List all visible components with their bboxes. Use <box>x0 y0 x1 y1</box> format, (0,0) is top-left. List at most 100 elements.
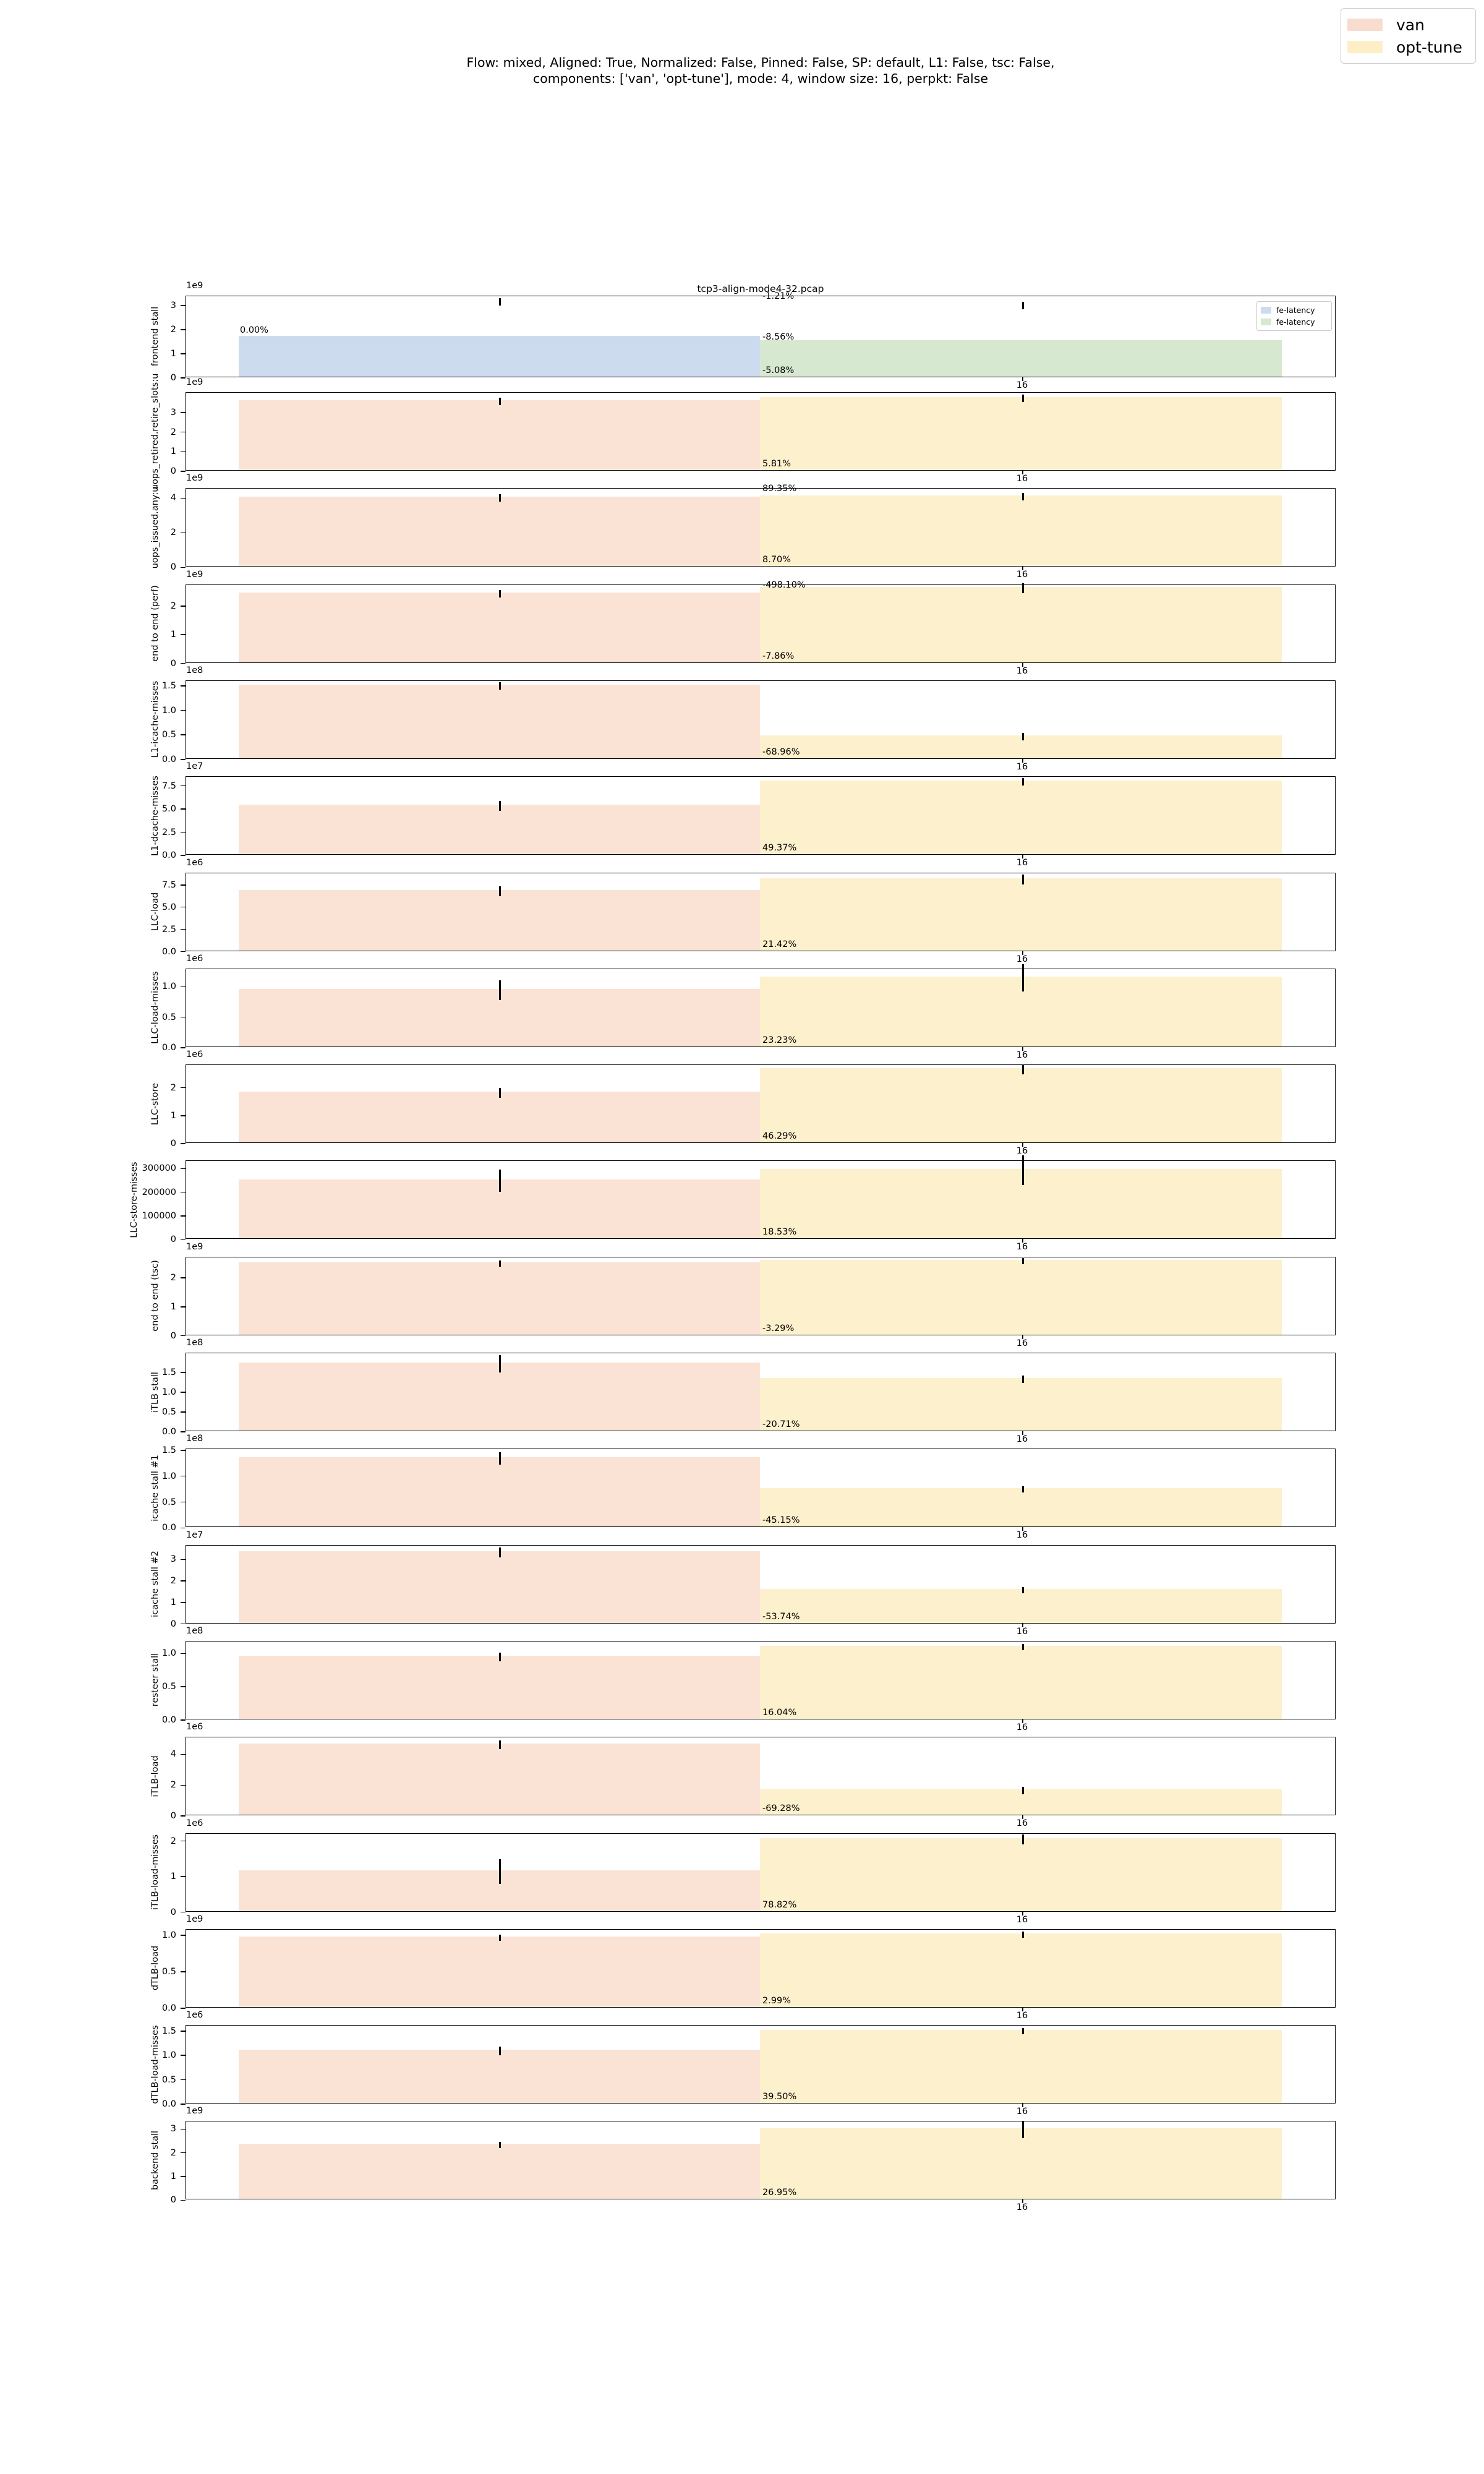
pct-annotation-bottom: -53.74% <box>762 1611 800 1622</box>
y-tick-mark <box>181 1623 186 1625</box>
y-tick-label: 1.0 <box>161 1930 176 1941</box>
y-tick-label: 1 <box>170 2172 176 2182</box>
y-tick-mark <box>181 986 186 988</box>
x-tick-mark <box>1022 1334 1023 1339</box>
axis-offset-label: 1e8 <box>186 665 203 675</box>
y-tick-mark <box>181 305 186 306</box>
opt-tune-error-bar <box>1022 2027 1024 2034</box>
y-tick-mark <box>181 884 186 886</box>
subplot-dTLB-load: 0.0 0.5 1.0 1e9 dTLB-load 2.99% 16 <box>150 1914 1336 2021</box>
y-tick-label: 1 <box>170 1110 176 1121</box>
y-tick-mark <box>181 1971 186 1972</box>
figure-suptitle: Flow: mixed, Aligned: True, Normalized: … <box>186 54 1336 87</box>
fe-latency-label: fe-latency <box>1276 306 1315 315</box>
y-axis-label: uops_retired.retire_slots:u <box>150 373 160 490</box>
y-tick-mark <box>181 709 186 711</box>
y-tick-label: 4 <box>170 1749 176 1760</box>
van-error-bar <box>499 1170 501 1192</box>
y-axis-label: LLC-load <box>150 892 160 931</box>
pct-annotation-top: -498.10% <box>762 580 806 590</box>
opt-tune-bar <box>760 396 1282 470</box>
pct-annotation-bottom: 21.42% <box>762 939 797 949</box>
subplot-icache stall #2: 0 1 2 3 1e7 icache stall #2 -53.74% 16 <box>150 1530 1336 1637</box>
x-tick-label: 16 <box>1016 380 1028 390</box>
opt-tune-bar <box>760 2029 1282 2104</box>
y-tick-label: 0.5 <box>161 1967 176 1977</box>
y-tick-label: 1.0 <box>161 1648 176 1659</box>
y-tick-label: 0.0 <box>161 1714 176 1725</box>
y-axis-label: icache stall #2 <box>150 1551 160 1617</box>
y-tick-label: 0 <box>170 1139 176 1149</box>
y-tick-label: 3 <box>170 407 176 417</box>
pct-annotation-bottom: -45.15% <box>762 1515 800 1526</box>
y-tick-label: 1.0 <box>161 1387 176 1397</box>
subplot-resteer stall: 0.0 0.5 1.0 1e8 resteer stall 16.04% 16 <box>150 1626 1336 1732</box>
y-tick-mark <box>181 431 186 433</box>
van-error-bar <box>499 590 501 598</box>
pct-annotation-bottom: 49.37% <box>762 843 797 854</box>
x-tick-mark <box>1022 1718 1023 1723</box>
x-tick-mark <box>1022 377 1023 381</box>
x-tick-mark <box>1022 470 1023 474</box>
pct-annotation-bottom: -69.28% <box>762 1804 800 1814</box>
x-tick-mark <box>1022 1431 1023 1435</box>
pct-annotation-bottom: -7.86% <box>762 651 795 661</box>
y-tick-label: 0.5 <box>161 1682 176 1692</box>
van-error-bar <box>499 1934 501 1941</box>
x-tick-label: 16 <box>1016 1434 1028 1444</box>
y-axis-label: L1-dcache-misses <box>150 775 160 856</box>
opt-tune-bar <box>760 1838 1282 1911</box>
y-tick-label: 1.5 <box>161 680 176 691</box>
y-tick-label: 0.0 <box>161 2099 176 2110</box>
suptitle-line2: components: ['van', 'opt-tune'], mode: 4… <box>532 71 989 86</box>
van-error-bar <box>499 2141 501 2148</box>
y-tick-mark <box>181 1191 186 1193</box>
y-tick-mark <box>181 1815 186 1817</box>
van-bar <box>239 2143 760 2199</box>
x-tick-label: 16 <box>1016 1530 1028 1541</box>
y-tick-mark <box>181 1784 186 1786</box>
opt-tune-error-bar <box>1022 1258 1024 1265</box>
van-error-bar <box>499 2047 501 2056</box>
van-legend-label: van <box>1396 15 1425 34</box>
opt-tune-error-bar <box>1022 1375 1024 1383</box>
subplot-backend stall: 0 1 2 3 1e9 backend stall 26.95% 16 <box>150 2106 1336 2212</box>
x-tick-label: 16 <box>1016 761 1028 772</box>
van-error-bar <box>499 494 501 502</box>
y-tick-mark <box>181 1580 186 1582</box>
y-tick-label: 0.0 <box>161 850 176 861</box>
axis-offset-label: 1e9 <box>186 473 203 484</box>
x-tick-label: 16 <box>1016 1626 1028 1637</box>
y-tick-mark <box>181 2152 186 2154</box>
y-tick-mark <box>181 1450 186 1451</box>
y-axis-label: dTLB-load <box>150 1946 160 1991</box>
fe-latency-legend-item: fe-latency <box>1261 316 1328 328</box>
y-tick-label: 0.5 <box>161 1406 176 1417</box>
y-axis-label: end to end (tsc) <box>150 1260 160 1332</box>
y-tick-mark <box>181 329 186 330</box>
opt-tune-error-bar <box>1022 732 1024 740</box>
pct-annotation-bottom: -20.71% <box>762 1419 800 1429</box>
y-axis-label: icache stall #1 <box>150 1454 160 1522</box>
y-tick-label: 2 <box>170 528 176 538</box>
y-tick-mark <box>181 2031 186 2032</box>
van-error-bar <box>499 1859 501 1884</box>
y-tick-mark <box>181 634 186 635</box>
y-tick-label: 3 <box>170 1554 176 1565</box>
y-tick-label: 2 <box>170 324 176 335</box>
subplot-iTLB-load: 0 2 4 1e6 iTLB-load -69.28% 16 <box>150 1722 1336 1828</box>
x-tick-label: 16 <box>1016 2107 1028 2117</box>
y-tick-label: 2.5 <box>161 924 176 935</box>
axis-offset-label: 1e6 <box>186 1818 203 1828</box>
y-tick-mark <box>181 1115 186 1116</box>
x-tick-label: 16 <box>1016 1242 1028 1252</box>
van-error-bar <box>499 1355 501 1372</box>
y-tick-label: 0.0 <box>161 754 176 764</box>
x-tick-mark <box>1022 1142 1023 1147</box>
x-tick-label: 16 <box>1016 2010 1028 2021</box>
subplot-L1-dcache-misses: 0.0 2.5 5.0 7.5 1e7 L1-dcache-misses 49.37% 16 <box>150 761 1336 868</box>
opt-tune-bar <box>760 495 1282 567</box>
y-tick-label: 0 <box>170 658 176 669</box>
y-tick-label: 0.5 <box>161 2074 176 2085</box>
y-tick-mark <box>181 1411 186 1413</box>
